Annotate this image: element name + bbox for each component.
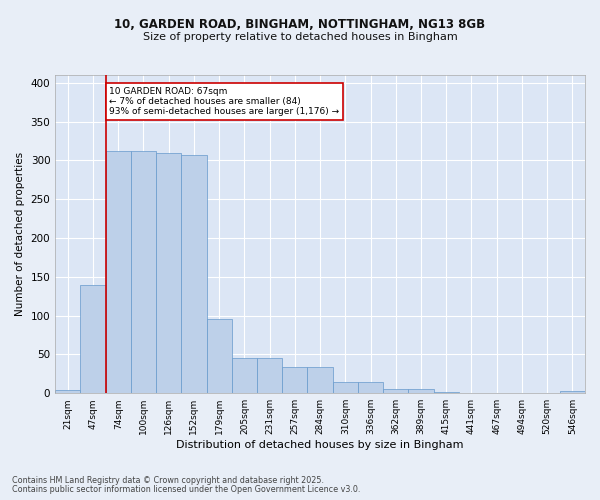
Text: Contains public sector information licensed under the Open Government Licence v3: Contains public sector information licen… — [12, 485, 361, 494]
Bar — [434, 392, 459, 393]
Bar — [560, 391, 585, 393]
Bar — [131, 151, 156, 393]
Bar — [106, 151, 131, 393]
Bar — [206, 320, 232, 393]
Bar — [80, 284, 106, 393]
Y-axis label: Number of detached properties: Number of detached properties — [15, 152, 25, 316]
Text: Size of property relative to detached houses in Bingham: Size of property relative to detached ho… — [143, 32, 457, 42]
Bar — [409, 388, 434, 393]
Bar — [181, 155, 206, 393]
Bar — [307, 367, 332, 393]
Text: 10 GARDEN ROAD: 67sqm
← 7% of detached houses are smaller (84)
93% of semi-detac: 10 GARDEN ROAD: 67sqm ← 7% of detached h… — [109, 86, 340, 117]
Text: Contains HM Land Registry data © Crown copyright and database right 2025.: Contains HM Land Registry data © Crown c… — [12, 476, 324, 485]
Bar — [332, 382, 358, 393]
Bar — [156, 152, 181, 393]
Bar — [55, 390, 80, 393]
Bar — [383, 388, 409, 393]
X-axis label: Distribution of detached houses by size in Bingham: Distribution of detached houses by size … — [176, 440, 464, 450]
Bar — [282, 367, 307, 393]
Bar — [358, 382, 383, 393]
Bar — [257, 358, 282, 393]
Bar — [232, 358, 257, 393]
Text: 10, GARDEN ROAD, BINGHAM, NOTTINGHAM, NG13 8GB: 10, GARDEN ROAD, BINGHAM, NOTTINGHAM, NG… — [115, 18, 485, 30]
